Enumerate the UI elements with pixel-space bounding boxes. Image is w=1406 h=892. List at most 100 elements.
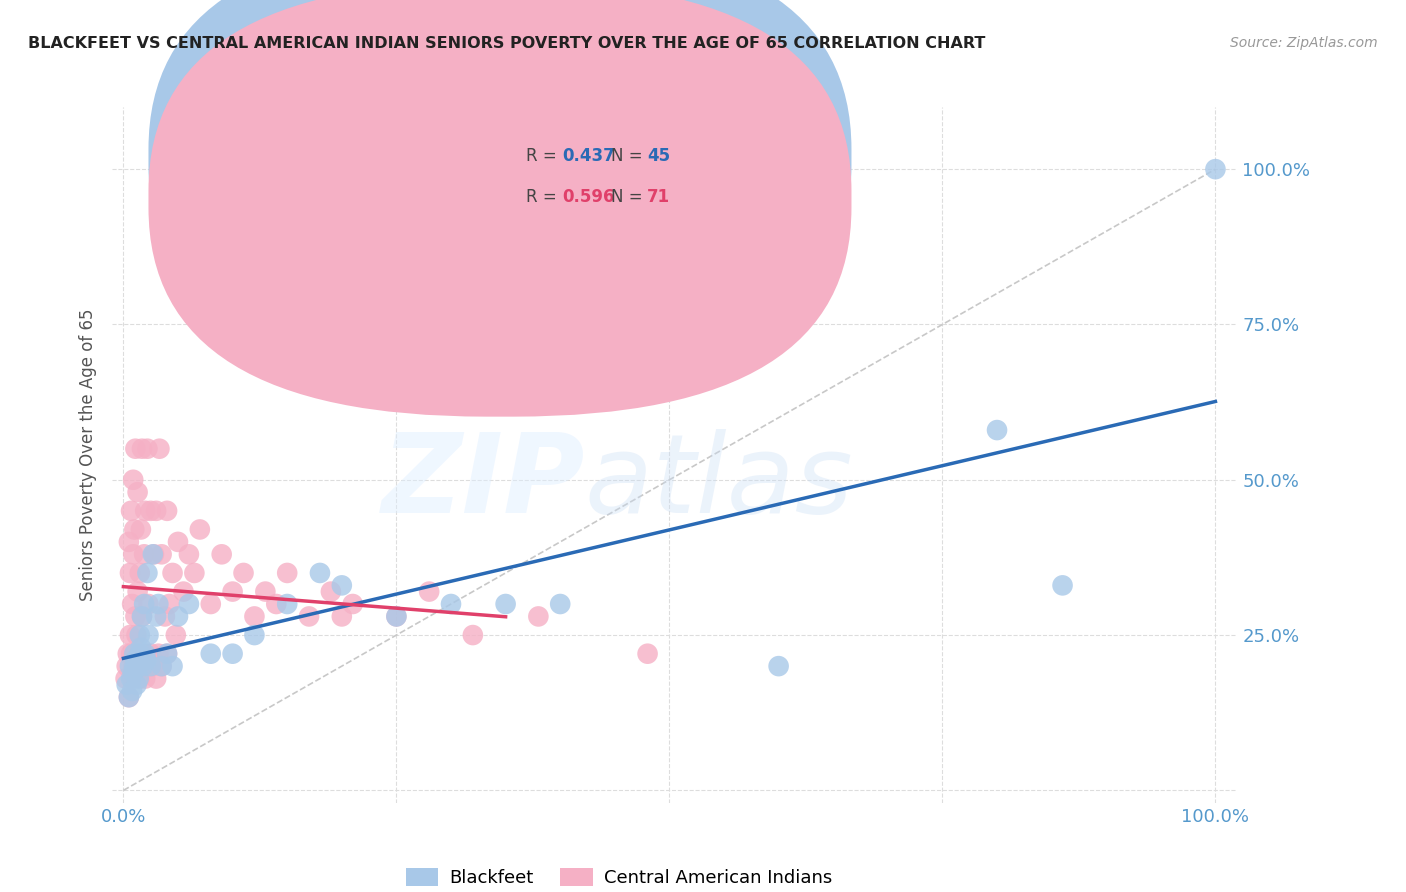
Point xyxy=(162,566,184,580)
Point xyxy=(200,597,222,611)
Point xyxy=(148,442,170,456)
Point xyxy=(232,566,254,580)
Text: BLACKFEET VS CENTRAL AMERICAN INDIAN SENIORS POVERTY OVER THE AGE OF 65 CORRELAT: BLACKFEET VS CENTRAL AMERICAN INDIAN SEN… xyxy=(28,36,986,51)
Point xyxy=(342,597,364,611)
Point xyxy=(188,523,211,537)
Point xyxy=(115,659,138,673)
Point xyxy=(254,584,277,599)
Point xyxy=(157,597,180,611)
Point xyxy=(162,659,184,673)
FancyBboxPatch shape xyxy=(149,0,852,375)
Point xyxy=(385,609,408,624)
Point xyxy=(136,566,159,580)
Point xyxy=(135,653,157,667)
Point xyxy=(124,659,146,673)
Point xyxy=(768,659,790,673)
Point xyxy=(131,609,153,624)
Point xyxy=(177,597,200,611)
Point xyxy=(139,659,162,673)
Point xyxy=(118,534,141,549)
Point xyxy=(128,672,150,686)
Point xyxy=(134,597,156,611)
Text: R =: R = xyxy=(526,188,562,206)
Point xyxy=(134,672,156,686)
Text: ZIP: ZIP xyxy=(381,429,585,536)
Point xyxy=(156,647,179,661)
Point xyxy=(385,609,408,624)
Point xyxy=(129,640,152,655)
Point xyxy=(114,672,136,686)
Point xyxy=(1204,162,1226,177)
Point xyxy=(139,504,162,518)
Point xyxy=(138,597,160,611)
Point xyxy=(134,547,156,561)
Text: atlas: atlas xyxy=(585,429,853,536)
Point xyxy=(142,659,165,673)
Point xyxy=(177,547,200,561)
Point xyxy=(243,628,266,642)
Point xyxy=(548,597,571,611)
Point xyxy=(136,659,159,673)
Point xyxy=(243,609,266,624)
Point xyxy=(637,647,659,661)
Point xyxy=(150,659,173,673)
Point xyxy=(143,547,166,561)
Point xyxy=(330,578,353,592)
Point xyxy=(132,659,155,673)
FancyBboxPatch shape xyxy=(461,121,731,232)
Point xyxy=(122,473,145,487)
Point xyxy=(183,566,205,580)
Point xyxy=(221,584,243,599)
Point xyxy=(145,672,167,686)
Point xyxy=(461,628,484,642)
Point xyxy=(131,442,153,456)
Point xyxy=(167,534,190,549)
Legend: Blackfeet, Central American Indians: Blackfeet, Central American Indians xyxy=(398,861,839,892)
Point xyxy=(172,584,194,599)
Point xyxy=(298,609,321,624)
Point xyxy=(132,647,155,661)
Point xyxy=(115,678,138,692)
Text: N =: N = xyxy=(610,147,648,165)
Point xyxy=(125,628,148,642)
Point xyxy=(117,647,139,661)
Point xyxy=(153,609,176,624)
Point xyxy=(156,647,179,661)
Point xyxy=(129,523,152,537)
Point xyxy=(418,584,440,599)
Point xyxy=(148,647,170,661)
Point xyxy=(124,523,146,537)
Point xyxy=(122,665,145,680)
Point xyxy=(134,647,156,661)
Point xyxy=(124,647,146,661)
Point xyxy=(127,659,149,673)
Point xyxy=(165,628,187,642)
Point xyxy=(124,659,146,673)
Point xyxy=(127,584,149,599)
Point xyxy=(118,659,141,673)
Point xyxy=(211,547,233,561)
Point xyxy=(118,628,141,642)
Point xyxy=(276,597,298,611)
Point xyxy=(127,485,149,500)
Point xyxy=(221,647,243,661)
Point xyxy=(125,678,148,692)
Point xyxy=(120,647,142,661)
Point xyxy=(319,584,342,599)
Point xyxy=(121,597,143,611)
Text: Source: ZipAtlas.com: Source: ZipAtlas.com xyxy=(1230,36,1378,50)
Point xyxy=(309,566,332,580)
Point xyxy=(128,628,150,642)
Point xyxy=(1052,578,1074,592)
Text: 0.437: 0.437 xyxy=(562,147,616,165)
Point xyxy=(118,690,141,705)
Point xyxy=(150,659,173,673)
Point xyxy=(527,609,550,624)
Text: 71: 71 xyxy=(647,188,669,206)
Y-axis label: Seniors Poverty Over the Age of 65: Seniors Poverty Over the Age of 65 xyxy=(79,309,97,601)
Point xyxy=(139,647,162,661)
Point xyxy=(134,504,156,518)
Point xyxy=(124,609,146,624)
Text: 45: 45 xyxy=(647,147,669,165)
Point xyxy=(128,647,150,661)
